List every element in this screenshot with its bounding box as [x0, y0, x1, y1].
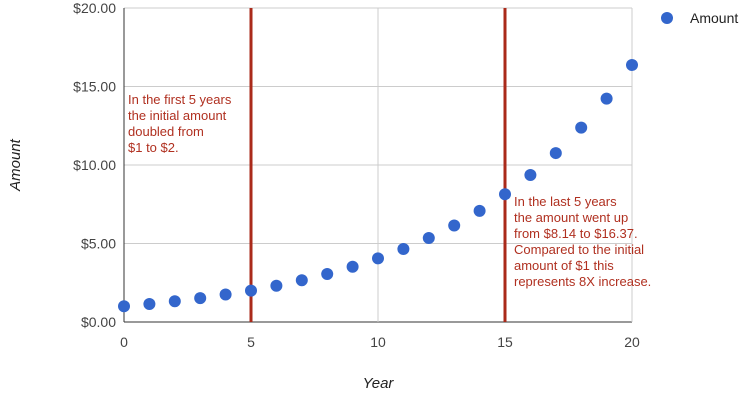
data-point [575, 121, 588, 134]
data-point [118, 300, 130, 313]
data-point [245, 284, 257, 297]
data-point [448, 219, 461, 232]
annotation-line: the initial amount [128, 108, 227, 123]
annotation-line: Compared to the initial [514, 242, 644, 257]
annotation-line: from $8.14 to $16.37. [514, 226, 638, 241]
data-point [422, 232, 435, 245]
data-point [346, 260, 359, 273]
x-axis-title: Year [363, 375, 395, 392]
data-point [295, 274, 308, 287]
data-point [321, 267, 334, 280]
x-tick-label: 5 [247, 334, 255, 350]
data-point [499, 188, 511, 201]
annotation-line: the amount went up [514, 210, 628, 225]
axes: $0.00 $5.00 $10.00 $15.00 $20.00 0 5 10 15 20 [73, 0, 640, 350]
annotation-line: In the last 5 years [514, 194, 617, 209]
x-tick-label: 0 [120, 334, 128, 350]
annotation-line: doubled from [128, 124, 204, 139]
data-points [118, 58, 638, 313]
data-point [600, 92, 613, 105]
data-point [194, 292, 207, 305]
y-axis-title: Amount [7, 138, 24, 192]
y-tick-label: $10.00 [73, 157, 116, 173]
x-tick-label: 10 [370, 334, 386, 350]
data-point [397, 242, 410, 255]
data-point [626, 58, 638, 71]
annotation-line: In the first 5 years [128, 92, 232, 107]
data-point [168, 295, 181, 308]
annotation-line: represents 8X increase. [514, 274, 651, 289]
legend-marker [661, 12, 673, 24]
data-point [473, 204, 486, 217]
data-point [372, 252, 384, 265]
data-point [524, 169, 537, 182]
data-point [270, 279, 283, 292]
data-point [143, 297, 156, 310]
y-tick-label: $15.00 [73, 79, 116, 95]
data-point [549, 147, 562, 160]
y-tick-label: $5.00 [81, 236, 116, 252]
x-tick-label: 20 [624, 334, 640, 350]
legend: Amount [661, 10, 738, 26]
annotation-line: amount of $1 this [514, 258, 614, 273]
reference-lines [249, 8, 507, 322]
annotation-line: $1 to $2. [128, 140, 179, 155]
data-point [219, 288, 232, 301]
y-tick-label: $0.00 [81, 314, 116, 330]
y-tick-label: $20.00 [73, 0, 116, 16]
x-tick-label: 15 [497, 334, 513, 350]
legend-label: Amount [690, 10, 738, 26]
